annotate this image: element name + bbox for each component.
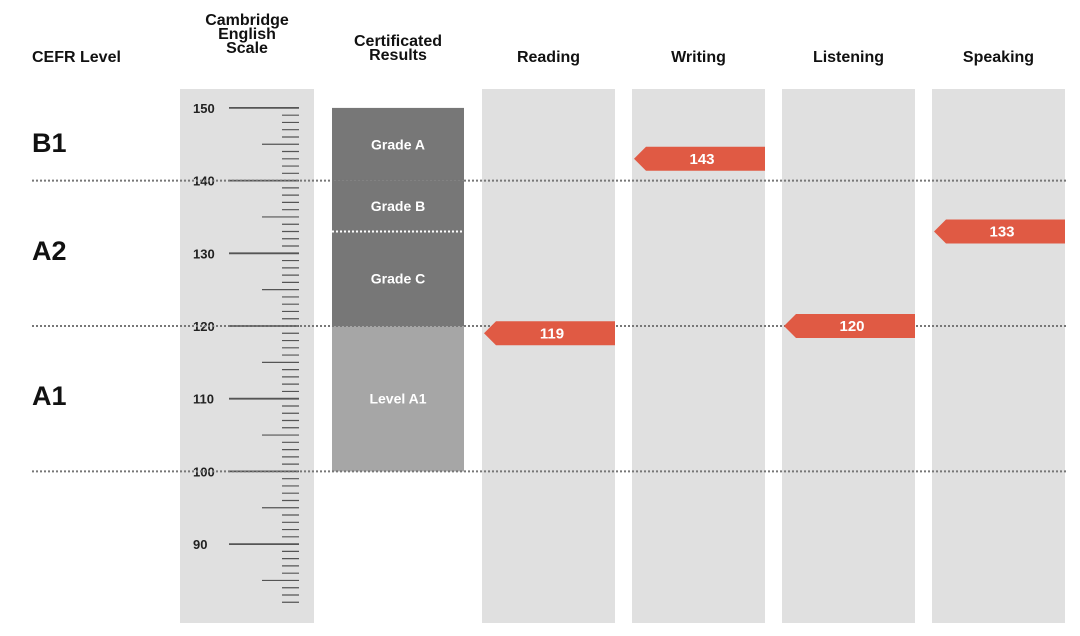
marker-listening [784,314,915,338]
header-speaking: Speaking [962,49,1035,66]
scale-tick-label-140: 140 [193,174,215,189]
marker-label-writing: 143 [689,151,714,168]
marker-writing [634,146,765,171]
header-cert-line-1: Certificated [353,33,443,50]
header-listening: Listening [812,49,885,66]
header-cefr-level: CEFR Level [32,49,121,66]
cert-label-3: Level A1 [369,391,426,407]
scale-tick-label-90: 90 [193,537,207,552]
cert-label-2: Grade C [371,271,425,287]
header-certificated-results: Certificated Results [332,33,464,64]
header-scale-line-2: English [218,26,276,43]
cert-block-3 [332,326,464,472]
cefr-label-a1: A1 [32,381,67,411]
scale-column [180,89,314,623]
marker-label-speaking: 133 [989,223,1014,240]
scale-tick-label-150: 150 [193,101,215,116]
header-cert-line-2: Results [369,47,427,64]
cefr-label-a2: A2 [32,236,67,266]
scale-tick-label-100: 100 [193,464,215,479]
cert-block-1 [332,180,464,232]
scale-tick-label-110: 110 [193,392,214,407]
header-cambridge-english-scale: Cambridge English Scale [180,12,314,57]
marker-reading [484,321,615,346]
reading-column [482,89,615,623]
writing-column [632,89,765,623]
cert-label-1: Grade B [371,198,425,214]
scale-tick-label-120: 120 [193,319,215,334]
cert-block-2 [332,231,464,326]
listening-column [782,89,915,623]
marker-speaking [934,219,1065,244]
cefr-label-b1: B1 [32,128,67,158]
marker-label-reading: 119 [540,325,564,342]
speaking-column [932,89,1065,623]
header-writing: Writing [671,49,726,66]
cert-block-0 [332,107,464,181]
header-scale-line-1: Cambridge [205,12,289,29]
cert-label-0: Grade A [371,136,425,152]
scale-tick-label-130: 130 [193,246,215,261]
header-scale-line-3: Scale [226,40,268,57]
header-reading: Reading [516,49,581,66]
marker-label-listening: 120 [839,318,864,335]
